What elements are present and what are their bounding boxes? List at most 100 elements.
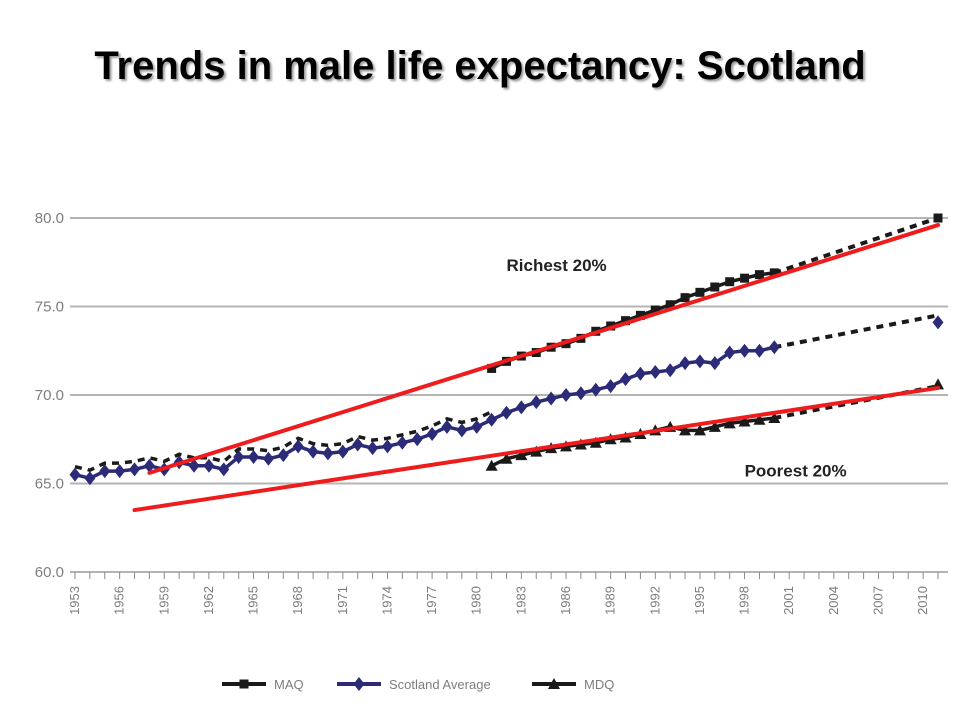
data-point (769, 268, 779, 278)
data-point (694, 354, 706, 369)
annotation-label: Richest 20% (507, 256, 607, 275)
x-tick-label: 1977 (424, 586, 439, 615)
projection-line (773, 313, 939, 350)
early-trend-line (74, 410, 493, 473)
x-tick-label: 1998 (737, 586, 752, 615)
data-point (680, 293, 690, 303)
data-point (426, 426, 438, 441)
data-point (262, 451, 274, 466)
data-point (277, 448, 289, 463)
y-axis: 60.0 65.0 70.0 75.0 80.0 (35, 210, 64, 581)
x-tick-label: 1986 (558, 586, 573, 615)
y-tick-label: 80.0 (35, 210, 64, 227)
y-tick-label: 65.0 (35, 476, 64, 493)
data-point (620, 372, 632, 387)
legend-entry: MDQ (532, 677, 614, 692)
data-point (486, 412, 498, 427)
data-point (530, 445, 543, 457)
data-point (456, 423, 468, 438)
series-layer (69, 213, 944, 486)
data-point (471, 419, 483, 434)
data-point (575, 386, 587, 401)
data-point (322, 446, 334, 461)
data-point (500, 452, 513, 464)
data-point (709, 356, 721, 371)
x-tick-label: 1992 (647, 586, 662, 615)
data-point (649, 364, 661, 379)
chart-title: Trends in male life expectancy: Scotland (94, 44, 866, 88)
data-point (485, 459, 498, 471)
data-point (352, 437, 364, 452)
y-tick-label: 70.0 (35, 387, 64, 404)
data-point (411, 432, 423, 447)
trend-lines (132, 223, 940, 513)
data-point (248, 449, 260, 464)
data-point (188, 458, 200, 473)
y-tick-label: 75.0 (35, 299, 64, 316)
trend-line (147, 223, 940, 475)
data-point (754, 270, 764, 280)
legend-entry: Scotland Average (337, 677, 491, 692)
data-point (560, 388, 572, 402)
y-tick-label: 60.0 (35, 564, 64, 581)
data-point (723, 417, 736, 429)
data-point (545, 391, 557, 406)
data-point (530, 395, 542, 410)
data-point (740, 273, 750, 283)
data-point (129, 462, 141, 477)
x-tick-label: 1959 (156, 586, 171, 615)
x-tick-label: 1956 (112, 586, 127, 615)
data-point (739, 343, 751, 358)
data-point (768, 412, 781, 424)
legend: MAQ Scotland Average MDQ (222, 677, 614, 692)
data-point (679, 424, 692, 436)
data-point (933, 213, 943, 223)
data-point (753, 343, 765, 358)
data-point (337, 444, 349, 459)
projection-line (773, 216, 939, 275)
data-point (665, 300, 675, 310)
data-point (548, 678, 560, 689)
x-axis: 1953 1956 1959 1962 1965 1968 1971 1974 1977 1980… (67, 572, 939, 615)
data-point (84, 471, 96, 486)
x-tick-label: 1974 (379, 586, 394, 615)
x-tick-label: 2007 (870, 586, 885, 615)
data-point (233, 449, 245, 464)
legend-label: MAQ (274, 677, 304, 692)
data-point (679, 356, 691, 371)
data-point (501, 405, 512, 420)
x-tick-label: 1962 (201, 586, 216, 615)
x-tick-label: 1995 (692, 586, 707, 615)
data-point (99, 464, 111, 479)
data-point (515, 400, 527, 415)
trend-line (132, 385, 940, 513)
data-point (515, 449, 528, 461)
data-point (307, 444, 319, 459)
data-point (635, 310, 645, 320)
series-scotland-average (69, 313, 944, 486)
x-tick-label: 1968 (290, 586, 305, 615)
data-point (738, 415, 751, 427)
data-point (589, 436, 602, 448)
x-tick-label: 1971 (335, 586, 350, 615)
data-point (203, 458, 215, 473)
x-tick-label: 2004 (826, 586, 841, 615)
data-point (605, 379, 617, 394)
data-point (590, 382, 602, 397)
series-mdq (485, 378, 944, 471)
x-tick-label: 1965 (246, 586, 261, 615)
x-tick-label: 1953 (67, 586, 82, 615)
x-tick-label: 1983 (513, 586, 528, 615)
data-point (708, 420, 721, 432)
annotation-label: Poorest 20% (745, 461, 847, 480)
legend-label: Scotland Average (389, 677, 491, 692)
data-point (292, 439, 304, 454)
data-point (114, 464, 126, 479)
data-point (724, 345, 736, 360)
x-tick-label: 1989 (603, 586, 618, 615)
annotations: Richest 20% Poorest 20% (507, 256, 847, 480)
data-point (239, 679, 249, 689)
data-point (441, 419, 453, 434)
data-point (932, 315, 944, 330)
data-point (487, 363, 497, 373)
